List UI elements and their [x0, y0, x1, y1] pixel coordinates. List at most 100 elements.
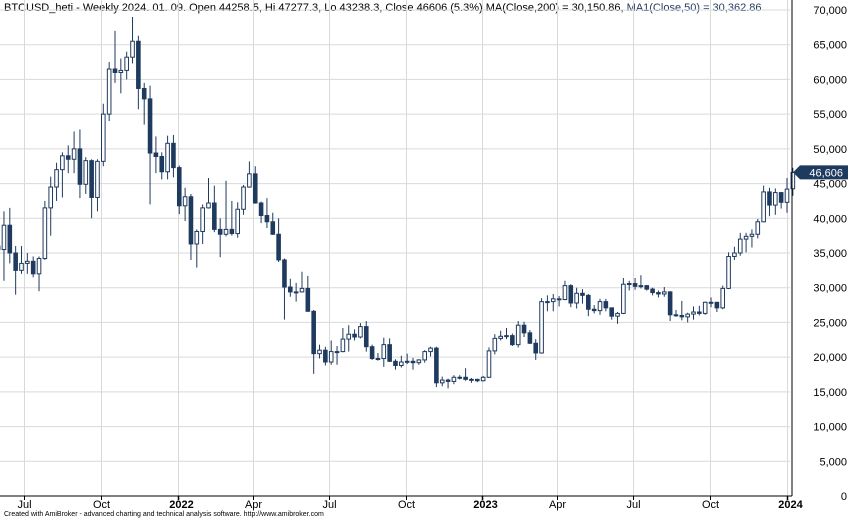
y-tick-label: 55,000: [813, 109, 847, 121]
candle: [270, 212, 276, 235]
candle-body-up: [106, 68, 112, 115]
candle: [761, 185, 766, 223]
candle: [352, 329, 357, 341]
chart-header: BTCUSD_heti - Weekly 2024. 01. 09. Open …: [4, 2, 762, 14]
candle: [457, 375, 463, 380]
candle-body-down: [533, 342, 539, 354]
candle-body-up: [621, 283, 626, 314]
candle-body-down: [697, 311, 702, 314]
candle: [176, 165, 182, 215]
candle-body-down: [474, 378, 480, 382]
candle-body-up: [428, 347, 433, 353]
y-tick-label: 15,000: [813, 387, 847, 399]
candle-body-up: [492, 337, 498, 352]
candle-body-up: [71, 148, 77, 160]
candle: [212, 185, 217, 233]
candle-body-down: [679, 314, 685, 318]
candle: [533, 339, 539, 360]
candle: [749, 229, 755, 248]
candle-body-down: [673, 314, 679, 317]
y-tick-label: 50,000: [813, 144, 847, 156]
candle: [399, 355, 404, 368]
candle-body-up: [404, 360, 410, 363]
candle: [235, 202, 241, 238]
candle: [428, 346, 433, 357]
candle-body-down: [568, 285, 574, 304]
candle-body-up: [726, 255, 731, 289]
candle: [632, 277, 638, 290]
candle-body-down: [153, 152, 159, 157]
candle: [387, 338, 392, 363]
candle: [667, 291, 673, 322]
header-symbol: BTCUSD_heti: [4, 2, 74, 14]
candle: [621, 277, 626, 315]
candle-body-down: [393, 360, 398, 366]
candle-body-down: [171, 142, 176, 169]
candle-body-down: [387, 344, 392, 362]
candle-body-up: [25, 260, 30, 264]
candle: [363, 321, 369, 352]
candle: [77, 129, 83, 199]
candle: [375, 352, 381, 361]
candle: [492, 334, 498, 355]
candle-body-up: [498, 335, 503, 339]
y-tick-label: 45,000: [813, 179, 847, 191]
candle-body-up: [761, 191, 766, 223]
candle-body-down: [229, 228, 235, 235]
candle-body-up: [416, 359, 422, 364]
candle: [591, 305, 597, 314]
y-tick-label: 25,000: [813, 317, 847, 329]
header-ma: MA(Close,200) = 30,150.86,: [485, 2, 624, 14]
candle-body-down: [521, 324, 527, 334]
candle-body-up: [194, 230, 200, 245]
candle-body-up: [130, 40, 135, 58]
candle: [445, 378, 451, 389]
candle-body-up: [124, 56, 129, 71]
candle: [252, 166, 258, 204]
candle: [574, 287, 579, 309]
candle-body-up: [480, 376, 486, 382]
candle: [381, 337, 387, 367]
candle: [30, 256, 36, 278]
candle-body-up: [317, 349, 322, 355]
candle: [165, 135, 170, 180]
candle-body-down: [556, 298, 562, 301]
candle-body-up: [101, 113, 106, 162]
candle: [223, 180, 229, 237]
candle-body-up: [562, 285, 568, 301]
candle-body-down: [159, 155, 165, 173]
candle-body-down: [363, 326, 369, 348]
candle-body-down: [77, 148, 83, 185]
candle: [71, 131, 77, 174]
candle-body-up: [48, 186, 54, 209]
candle-body-down: [603, 301, 609, 309]
candle-body-up: [515, 324, 521, 346]
candle-body-up: [206, 202, 211, 209]
candle-body-down: [778, 192, 784, 203]
candle: [586, 293, 591, 317]
candle: [141, 82, 147, 125]
candle-body-up: [720, 287, 726, 309]
footer-credit: Created with AmiBroker - advanced charti…: [4, 511, 324, 518]
candle: [562, 280, 568, 301]
candle-body-down: [352, 333, 357, 338]
candle-body-up: [615, 312, 620, 317]
candle-body-up: [486, 350, 492, 378]
candle: [556, 296, 562, 307]
candle: [527, 330, 533, 344]
candle: [340, 327, 346, 353]
candle: [755, 218, 761, 239]
candle: [463, 368, 468, 381]
candle: [469, 377, 474, 383]
candle-body-down: [212, 202, 217, 230]
candle: [644, 284, 650, 291]
candle-body-down: [141, 87, 147, 100]
candle: [89, 159, 94, 219]
y-tick-label: 60,000: [813, 74, 847, 86]
candle-body-down: [586, 294, 591, 310]
candle-body-up: [550, 298, 556, 303]
candle: [25, 253, 30, 274]
candle: [784, 178, 790, 213]
candle: [334, 346, 340, 365]
chart-grid: [0, 0, 790, 497]
